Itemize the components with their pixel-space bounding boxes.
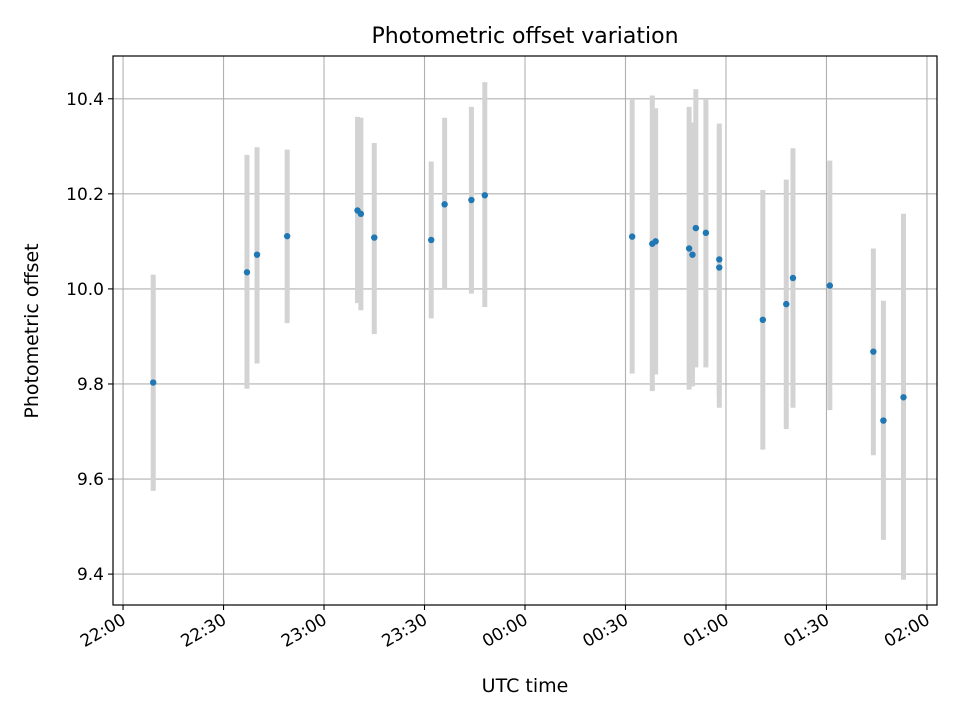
data-point xyxy=(880,417,887,424)
data-point xyxy=(283,232,291,240)
y-axis-label: Photometric offset xyxy=(21,243,43,418)
data-point xyxy=(692,224,700,232)
y-tick-label: 9.8 xyxy=(77,375,104,395)
data-point xyxy=(826,282,834,289)
y-tick-label: 10.2 xyxy=(66,185,104,205)
data-point xyxy=(441,201,448,208)
data-point xyxy=(870,348,877,355)
data-point xyxy=(685,245,693,252)
x-axis-label: UTC time xyxy=(482,675,569,697)
y-tick-label: 10.0 xyxy=(66,280,104,300)
data-point xyxy=(481,192,489,199)
data-point xyxy=(149,379,157,386)
grid-layer xyxy=(113,56,937,605)
data-point xyxy=(789,274,797,282)
data-point xyxy=(357,210,365,218)
data-point xyxy=(652,238,659,245)
data-point xyxy=(371,234,378,241)
data-point xyxy=(628,233,636,240)
data-point xyxy=(702,229,710,237)
data-point xyxy=(759,316,767,324)
data-point xyxy=(716,264,723,271)
data-point xyxy=(689,251,696,258)
data-point xyxy=(253,251,261,258)
data-point xyxy=(900,394,907,401)
data-point xyxy=(783,300,790,308)
y-tick-label: 10.4 xyxy=(66,90,104,110)
data-point xyxy=(468,196,475,204)
y-tick-label: 9.6 xyxy=(77,470,104,490)
data-point xyxy=(716,256,723,263)
y-tick-label: 9.4 xyxy=(77,565,104,585)
chart-title: Photometric offset variation xyxy=(371,24,678,49)
point-layer xyxy=(149,192,907,424)
data-point xyxy=(428,236,435,244)
data-point xyxy=(243,269,251,276)
